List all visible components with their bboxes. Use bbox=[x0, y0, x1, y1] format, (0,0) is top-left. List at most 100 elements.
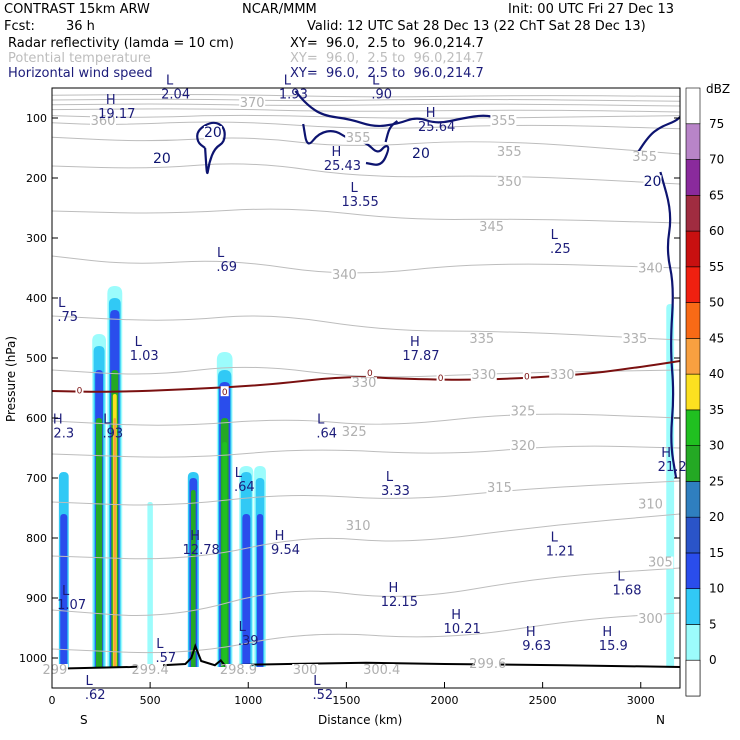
radar-cell-20dbz bbox=[60, 514, 68, 667]
extremum-type: H bbox=[451, 608, 461, 623]
colorbar-label: 35 bbox=[709, 403, 724, 417]
extremum-value: .52 bbox=[312, 688, 333, 703]
theta-label-bg bbox=[510, 405, 536, 418]
theta-contour bbox=[52, 480, 680, 506]
theta-label: 335 bbox=[622, 332, 647, 347]
theta-label-bg bbox=[345, 520, 372, 532]
zero-label: 0 bbox=[524, 373, 530, 383]
extremum-value: 19.17 bbox=[98, 107, 135, 122]
extremum-value: 1.93 bbox=[279, 87, 308, 102]
wind-label: 20 bbox=[412, 146, 430, 162]
zero-label: 0 bbox=[367, 369, 373, 379]
zero-label-bg bbox=[436, 371, 445, 382]
field-reflectivity-xy: XY= 96.0, 2.5 to 96.0,214.7 bbox=[290, 36, 484, 51]
extremum-value: .75 bbox=[57, 310, 78, 325]
wind-label-bg bbox=[203, 126, 222, 139]
colorbar-swatch bbox=[685, 266, 701, 303]
wind-label: 20 bbox=[153, 151, 171, 167]
radar-cell-20dbz bbox=[256, 514, 264, 667]
colorbar-unit: dBZ bbox=[706, 82, 731, 96]
theta-label: 370 bbox=[240, 96, 265, 111]
x-tick-label: 500 bbox=[140, 694, 161, 707]
theta-label-bg bbox=[474, 658, 501, 670]
theta-label: 300 bbox=[638, 612, 663, 627]
extremum-type: H bbox=[332, 145, 342, 160]
theta-contour bbox=[52, 121, 680, 130]
theta-label: 320 bbox=[511, 439, 536, 454]
extremum-type: L bbox=[551, 228, 559, 243]
extremum-value: 9.63 bbox=[522, 639, 551, 654]
endpoint-north: N bbox=[656, 713, 665, 727]
x-axis-label: Distance (km) bbox=[318, 713, 403, 727]
theta-contour bbox=[52, 208, 680, 224]
theta-label: 355 bbox=[491, 114, 516, 129]
theta-label-bg bbox=[637, 613, 664, 625]
theta-label-bg bbox=[468, 332, 495, 345]
extremum-type: H bbox=[602, 625, 612, 640]
colorbar-label: 20 bbox=[709, 510, 724, 524]
extremum-value: 10.21 bbox=[444, 622, 481, 637]
x-tick-label: 2000 bbox=[431, 694, 459, 707]
colorbar-label: 60 bbox=[709, 224, 724, 238]
theta-contour bbox=[52, 136, 680, 155]
extremum-type: L bbox=[156, 637, 164, 652]
wind-contour-20 bbox=[384, 120, 399, 143]
theta-label: 300.4 bbox=[363, 663, 400, 678]
theta-contour bbox=[52, 114, 680, 119]
y-axis-label: Pressure (hPa) bbox=[4, 335, 18, 423]
extremum-type: H bbox=[526, 625, 536, 640]
extremum-value: 2.04 bbox=[161, 87, 190, 102]
colorbar-label: 40 bbox=[709, 367, 724, 381]
zero-label: 0 bbox=[77, 386, 83, 396]
theta-label-bg bbox=[496, 176, 523, 189]
y-tick-label: 100 bbox=[26, 112, 47, 125]
theta-label-bg bbox=[637, 262, 664, 275]
y-tick-label: 600 bbox=[26, 412, 47, 425]
extremum-type: L bbox=[284, 73, 292, 88]
fcst-value: 36 h bbox=[66, 19, 95, 34]
theta-label: 360 bbox=[91, 114, 116, 129]
theta-label: 299 bbox=[43, 663, 68, 678]
colorbar-bottom bbox=[685, 659, 701, 697]
radar-cell-10dbz bbox=[666, 304, 675, 667]
extremum-value: 2.3 bbox=[53, 426, 74, 441]
theta-label: 315 bbox=[487, 481, 512, 496]
theta-label: 298.9 bbox=[220, 663, 257, 678]
theta-contour bbox=[52, 108, 680, 113]
theta-label-bg bbox=[368, 664, 395, 676]
theta-label-bg bbox=[549, 368, 576, 381]
colorbar-swatch bbox=[685, 409, 701, 446]
extremum-type: L bbox=[86, 674, 94, 689]
theta-label: 340 bbox=[332, 268, 357, 283]
theta-label-bg bbox=[341, 425, 368, 438]
theta-label: 355 bbox=[346, 131, 371, 146]
theta-label-bg bbox=[41, 664, 68, 676]
theta-label-bg bbox=[631, 151, 658, 163]
extremum-type: L bbox=[135, 335, 143, 350]
y-tick-label: 400 bbox=[26, 292, 47, 305]
valid-time: Valid: 12 UTC Sat 28 Dec 13 (22 ChT Sat … bbox=[307, 19, 646, 34]
theta-label-bg bbox=[490, 115, 517, 127]
extremum-value: .64 bbox=[316, 426, 337, 441]
extremum-value: 21.2 bbox=[658, 460, 687, 475]
theta-label-bg bbox=[90, 115, 117, 127]
extremum-type: H bbox=[661, 446, 671, 461]
colorbar-label: 75 bbox=[709, 117, 724, 131]
extremum-value: .64 bbox=[234, 480, 255, 495]
extremum-value: 1.68 bbox=[613, 584, 642, 599]
extremum-type: H bbox=[106, 93, 116, 108]
theta-contour bbox=[52, 315, 680, 341]
theta-label: 325 bbox=[511, 404, 536, 419]
extremum-value: .57 bbox=[155, 651, 176, 666]
theta-label: 345 bbox=[479, 220, 504, 235]
theta-contour bbox=[52, 163, 680, 185]
radar-cell-40dbz bbox=[222, 442, 228, 667]
wind-label-bg bbox=[152, 151, 171, 165]
radar-cell-20dbz bbox=[242, 514, 251, 667]
extremum-value: .69 bbox=[216, 260, 237, 275]
theta-label: 299.4 bbox=[132, 663, 169, 678]
fcst-label: Fcst: bbox=[4, 19, 35, 34]
colorbar-swatch bbox=[685, 624, 701, 661]
extremum-value: 25.64 bbox=[418, 120, 455, 135]
theta-contour bbox=[52, 513, 680, 560]
